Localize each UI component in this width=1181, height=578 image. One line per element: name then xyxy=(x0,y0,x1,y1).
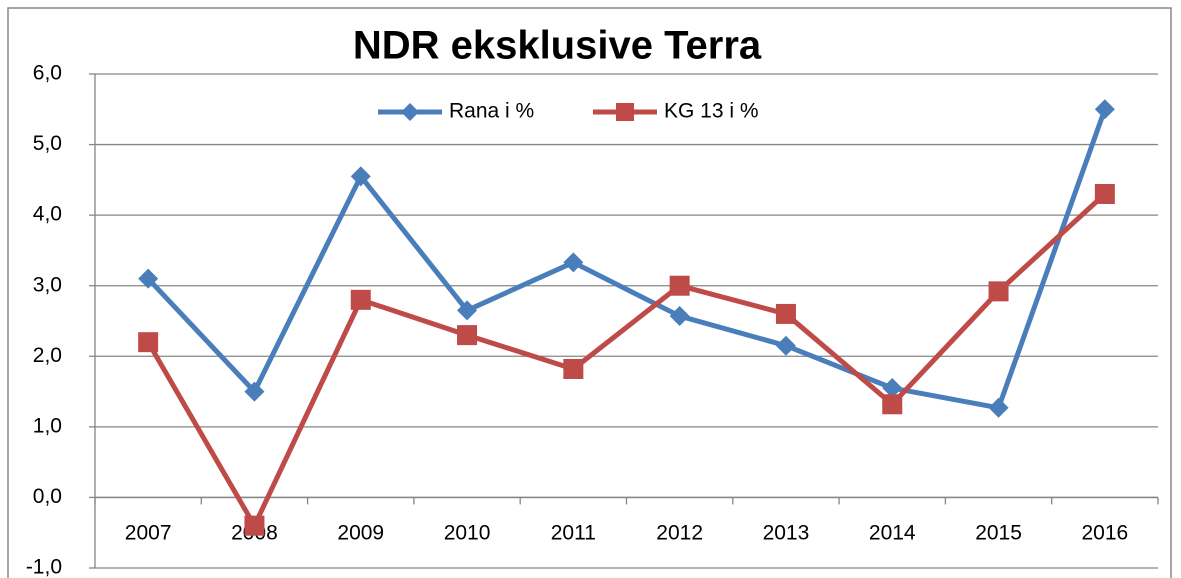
data-point xyxy=(138,268,159,289)
x-tick-label: 2013 xyxy=(763,522,810,545)
data-point xyxy=(988,281,1009,302)
data-point xyxy=(882,378,903,399)
x-tick-label: 2012 xyxy=(656,522,703,545)
x-tick-label: 2014 xyxy=(869,522,916,545)
x-tick-label: 2015 xyxy=(975,522,1022,545)
y-tick-label: 3,0 xyxy=(33,273,62,296)
x-tick-label: 2007 xyxy=(125,522,172,545)
series-line xyxy=(146,108,1108,411)
data-point xyxy=(138,332,159,353)
data-point xyxy=(882,394,903,415)
y-tick-label: -1,0 xyxy=(26,556,62,578)
data-point xyxy=(669,275,690,296)
legend-label: KG 13 i % xyxy=(664,100,759,123)
x-tick-label: 2009 xyxy=(337,522,384,545)
data-point xyxy=(988,397,1009,418)
chart-border xyxy=(7,7,1172,578)
y-tick-label: 5,0 xyxy=(33,132,62,155)
y-tick-label: 1,0 xyxy=(33,414,62,437)
x-tick-label: 2010 xyxy=(444,522,491,545)
data-point xyxy=(1094,99,1115,120)
y-tick-label: 6,0 xyxy=(33,62,62,85)
legend-marker xyxy=(616,103,634,121)
data-point xyxy=(350,166,371,187)
data-point xyxy=(244,515,265,536)
data-point xyxy=(457,325,478,346)
data-point xyxy=(563,358,584,379)
data-point xyxy=(1094,183,1115,204)
data-point xyxy=(775,335,796,356)
x-tick-label: 2011 xyxy=(551,522,596,545)
data-point xyxy=(244,381,265,402)
data-point xyxy=(669,306,690,327)
legend-marker xyxy=(401,103,419,121)
data-point xyxy=(563,252,584,273)
y-tick-label: 0,0 xyxy=(33,485,62,508)
chart-title: NDR eksklusive Terra xyxy=(353,24,762,68)
y-tick-label: 4,0 xyxy=(33,203,62,226)
data-point xyxy=(775,303,796,324)
legend-label: Rana i % xyxy=(449,100,534,123)
data-point xyxy=(457,300,478,321)
series-line xyxy=(145,192,1107,529)
data-point xyxy=(350,289,371,310)
y-tick-label: 2,0 xyxy=(33,344,62,367)
x-tick-label: 2016 xyxy=(1081,522,1128,545)
